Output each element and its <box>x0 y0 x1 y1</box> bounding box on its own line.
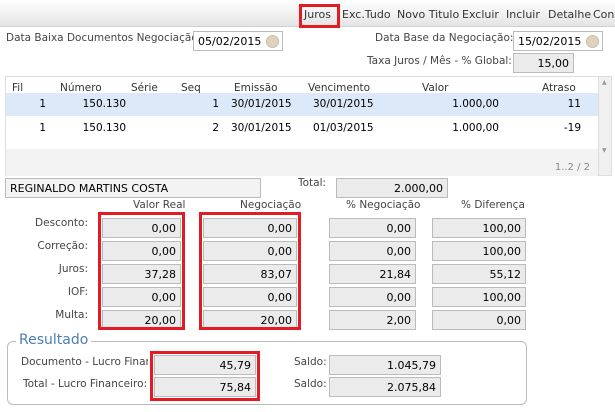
table-cell: 1.000,00 <box>452 98 499 110</box>
lucro-highlight <box>150 351 260 401</box>
table-cell: 30/01/2015 <box>231 98 292 110</box>
negociacao-highlight <box>199 212 301 330</box>
breakdown-value: 0,00 <box>102 218 181 238</box>
exc-tudo-button[interactable]: Exc.Tudo <box>342 8 391 21</box>
breakdown-value: 0,00 <box>102 241 181 261</box>
col-fil[interactable]: Fil <box>12 82 24 94</box>
cons-button[interactable]: Cons <box>593 8 615 21</box>
breakdown-value: 0,00 <box>203 218 297 238</box>
novo-titulo-button[interactable]: Novo Titulo <box>397 8 460 21</box>
breakdown-value: 0,00 <box>102 287 181 307</box>
breakdown-label: Correção: <box>37 240 88 252</box>
resultado-title: Resultado <box>16 332 92 348</box>
documents-table: Fil Número Série Seq Emissão Vencimento … <box>5 76 612 176</box>
taxa-label: Taxa Juros / Mês - % Global: <box>367 55 512 67</box>
saldo-field-2: 2.075,84 <box>329 377 441 397</box>
juros-highlight <box>299 4 340 28</box>
total-label: Total: <box>298 177 327 189</box>
table-cell: 150.130 <box>82 98 126 110</box>
table-cell: 30/01/2015 <box>313 98 374 110</box>
table-cell: 1 <box>39 122 46 134</box>
breakdown-value: 55,12 <box>432 264 526 284</box>
col-serie[interactable]: Série <box>131 82 158 94</box>
header-valor-real: Valor Real <box>133 199 186 211</box>
header-pct-diferenca: % Diferença <box>461 199 525 211</box>
col-numero[interactable]: Número <box>60 82 102 94</box>
table-row[interactable]: 1 150.130 2 30/01/2015 01/03/2015 1.000,00 -19 <box>6 117 598 140</box>
saldo-label-2: Saldo: <box>294 378 327 390</box>
data-baixa-value: 05/02/2015 <box>198 35 262 48</box>
header-pct-negociacao: % Negociação <box>346 199 421 211</box>
col-emissao[interactable]: Emissão <box>234 82 278 94</box>
data-base-field[interactable]: 15/02/2015 <box>513 31 603 51</box>
excluir-button[interactable]: Excluir <box>462 8 499 21</box>
detalhe-button[interactable]: Detalhe <box>548 8 592 21</box>
data-baixa-field[interactable]: 05/02/2015 <box>193 31 283 51</box>
saldo-label-1: Saldo: <box>294 356 327 368</box>
data-baixa-label: Data Baixa Documentos Negociação: <box>6 32 202 44</box>
calendar-icon[interactable] <box>586 35 599 48</box>
table-cell: 30/01/2015 <box>231 122 292 134</box>
breakdown-value: 0,00 <box>329 218 416 238</box>
table-cell: 11 <box>567 98 581 110</box>
breakdown-value: 83,07 <box>203 264 297 284</box>
breakdown-label: IOF: <box>67 286 88 298</box>
table-cell: 2 <box>212 122 219 134</box>
breakdown-value: 0,00 <box>203 287 297 307</box>
header-negociacao: Negociação <box>240 199 302 211</box>
taxa-field[interactable]: 15,00 <box>513 53 574 73</box>
table-cell: 150.130 <box>82 122 126 134</box>
client-name-field: REGINALDO MARTINS COSTA <box>5 178 261 198</box>
col-valor[interactable]: Valor <box>422 82 449 94</box>
col-vencimento[interactable]: Vencimento <box>308 82 371 94</box>
data-base-label: Data Base da Negociação: <box>375 32 514 44</box>
total-lucro-label: Total - Lucro Financeiro: <box>23 378 148 390</box>
col-atraso[interactable]: Atraso <box>542 82 576 94</box>
scroll-up-icon[interactable]: ▲ <box>602 79 607 86</box>
breakdown-value: 0,00 <box>432 310 526 330</box>
doc-lucro-label: Documento - Lucro Financeiro: <box>21 356 148 368</box>
breakdown-value: 0,00 <box>329 287 416 307</box>
pager: 1..2 / 2 <box>554 162 590 173</box>
breakdown-value: 21,84 <box>329 264 416 284</box>
table-cell: 01/03/2015 <box>313 122 374 134</box>
col-seq[interactable]: Seq <box>181 82 201 94</box>
table-cell: 1.000,00 <box>452 122 499 134</box>
breakdown-label: Juros: <box>58 263 88 275</box>
breakdown-label: Multa: <box>55 309 88 321</box>
total-lucro-field: 75,84 <box>154 377 256 397</box>
table-cell: 1 <box>212 98 219 110</box>
valor-real-highlight <box>98 212 185 330</box>
breakdown-value: 100,00 <box>432 287 526 307</box>
breakdown-value: 100,00 <box>432 241 526 261</box>
breakdown-value: 37,28 <box>102 264 181 284</box>
scroll-down-icon[interactable]: ▼ <box>602 147 607 154</box>
table-cell: 1 <box>39 98 46 110</box>
incluir-button[interactable]: Incluir <box>506 8 540 21</box>
table-row[interactable]: 1 150.130 1 30/01/2015 30/01/2015 1.000,00 11 <box>6 93 598 116</box>
juros-button[interactable]: Juros <box>304 8 331 21</box>
calendar-icon[interactable] <box>266 35 279 48</box>
table-cell: -19 <box>563 122 581 134</box>
breakdown-value: 0,00 <box>329 241 416 261</box>
total-field: 2.000,00 <box>336 178 448 198</box>
breakdown-value: 100,00 <box>432 218 526 238</box>
breakdown-value: 0,00 <box>203 241 297 261</box>
scrollbar[interactable]: ▲ ▼ <box>598 77 611 175</box>
breakdown-value: 2,00 <box>329 310 416 330</box>
table-footer: 1..2 / 2 <box>6 149 598 176</box>
data-base-value: 15/02/2015 <box>518 35 582 48</box>
doc-lucro-field: 45,79 <box>154 355 256 375</box>
resultado-group <box>7 341 527 405</box>
saldo-field-1: 1.045,79 <box>329 355 441 375</box>
breakdown-label: Desconto: <box>35 217 88 229</box>
